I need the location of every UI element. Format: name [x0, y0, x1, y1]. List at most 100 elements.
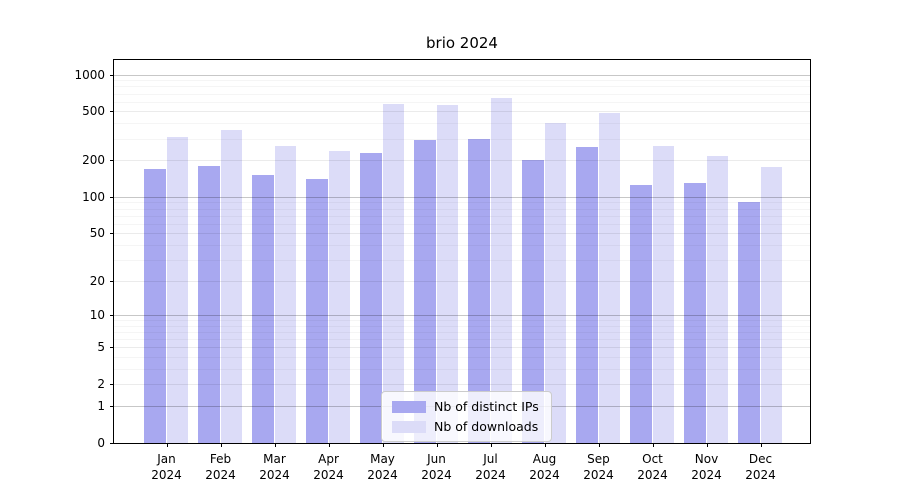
legend-item-downloads: Nb of downloads	[392, 419, 539, 434]
bar-downloads	[436, 104, 458, 443]
gridline	[114, 160, 810, 162]
y-tick-label: 20	[89, 273, 105, 288]
gridline	[114, 86, 810, 88]
bar-downloads	[544, 123, 566, 443]
gridline	[114, 259, 810, 261]
bar-downloads	[220, 130, 242, 443]
x-tick-mark	[436, 443, 438, 447]
gridline	[114, 233, 810, 235]
x-tick-label: May 2024	[367, 452, 398, 483]
bar-distinct-ips	[359, 152, 382, 443]
x-tick-label: Mar 2024	[259, 452, 290, 483]
y-tick-mark	[110, 196, 114, 198]
x-tick-mark	[544, 443, 546, 447]
x-tick-label: Feb 2024	[205, 452, 236, 483]
bar-downloads	[166, 136, 188, 443]
x-tick-mark	[328, 443, 330, 447]
legend-label-downloads: Nb of downloads	[434, 419, 539, 434]
gridline	[114, 196, 810, 198]
y-tick-label: 1	[97, 399, 105, 413]
x-tick-label: Aug 2024	[529, 452, 560, 483]
bar-distinct-ips	[467, 138, 490, 443]
bar-distinct-ips	[251, 175, 274, 443]
x-tick-label: Dec 2024	[745, 452, 776, 483]
bar-distinct-ips	[629, 185, 652, 443]
gridline	[114, 138, 810, 140]
gridline	[114, 325, 810, 327]
legend-label-distinct-ips: Nb of distinct IPs	[434, 399, 539, 414]
gridline	[114, 101, 810, 103]
x-tick-mark	[598, 443, 600, 447]
gridline	[114, 123, 810, 125]
x-tick-label: Oct 2024	[637, 452, 668, 483]
legend-swatch-downloads-icon	[392, 420, 426, 433]
legend-swatch-distinct-ips-icon	[392, 400, 426, 413]
x-tick-mark	[166, 443, 168, 447]
x-tick-mark	[490, 443, 492, 447]
y-tick-label: 50	[89, 226, 105, 241]
gridline	[114, 315, 810, 317]
bar-downloads	[490, 98, 512, 443]
y-tick-mark	[110, 160, 114, 162]
y-tick-label: 1000	[74, 67, 105, 82]
bar-downloads	[706, 156, 728, 443]
x-tick-mark	[706, 443, 708, 447]
gridline	[114, 208, 810, 210]
gridline	[114, 215, 810, 217]
gridline	[114, 339, 810, 341]
bar-distinct-ips	[305, 179, 328, 443]
gridline	[114, 347, 810, 349]
gridline	[114, 332, 810, 334]
gridline	[114, 244, 810, 246]
gridline	[114, 223, 810, 225]
y-tick-label: 10	[89, 308, 105, 323]
x-tick-mark	[220, 443, 222, 447]
plot-area: 0 1 2 5 10 20 50 100 200 500 1000 Jan 2024 Feb 2024 Ma…	[74, 59, 811, 482]
x-tick-mark	[274, 443, 276, 447]
gridline	[114, 357, 810, 359]
legend-item-distinct-ips: Nb of distinct IPs	[392, 399, 539, 414]
gridline	[114, 80, 810, 82]
y-tick-label: 500	[82, 104, 105, 119]
x-tick-mark	[382, 443, 384, 447]
y-tick-label: 5	[97, 340, 105, 355]
y-tick-mark	[110, 443, 114, 444]
chart-title: brio 2024	[426, 34, 498, 52]
y-tick-label: 200	[82, 153, 105, 168]
bar-distinct-ips	[683, 183, 706, 443]
bar-distinct-ips	[413, 139, 436, 443]
x-tick-mark	[652, 443, 654, 447]
y-tick-label: 2	[97, 377, 105, 392]
gridline	[114, 369, 810, 371]
y-tick-label: 100	[82, 189, 105, 204]
x-tick-label: Jan 2024	[151, 452, 182, 483]
y-tick-mark	[110, 406, 114, 407]
bar-distinct-ips	[143, 168, 166, 443]
bar-downloads	[598, 112, 620, 443]
gridline	[114, 320, 810, 322]
gridline	[114, 280, 810, 282]
bar-distinct-ips	[737, 202, 760, 443]
bar-distinct-ips	[575, 147, 598, 443]
gridline	[114, 93, 810, 95]
bar-downloads	[328, 150, 350, 443]
bar-distinct-ips	[197, 165, 220, 443]
x-tick-label: Apr 2024	[313, 452, 344, 483]
y-tick-mark	[110, 74, 114, 76]
y-tick-mark	[110, 347, 114, 349]
y-tick-mark	[110, 233, 114, 235]
gridline	[114, 74, 810, 76]
gridline	[114, 111, 810, 113]
bar-downloads	[274, 146, 296, 443]
x-tick-label: Sep 2024	[583, 452, 614, 483]
x-tick-label: Nov 2024	[691, 452, 722, 483]
y-tick-mark	[110, 111, 114, 113]
legend: Nb of distinct IPs Nb of downloads	[381, 391, 552, 442]
y-tick-mark	[110, 280, 114, 282]
x-tick-label: Jul 2024	[475, 452, 506, 483]
y-tick-label: 0	[97, 436, 105, 450]
bar-distinct-ips	[521, 160, 544, 443]
bar-downloads	[760, 167, 782, 443]
gridline	[114, 384, 810, 386]
gridline	[114, 202, 810, 204]
